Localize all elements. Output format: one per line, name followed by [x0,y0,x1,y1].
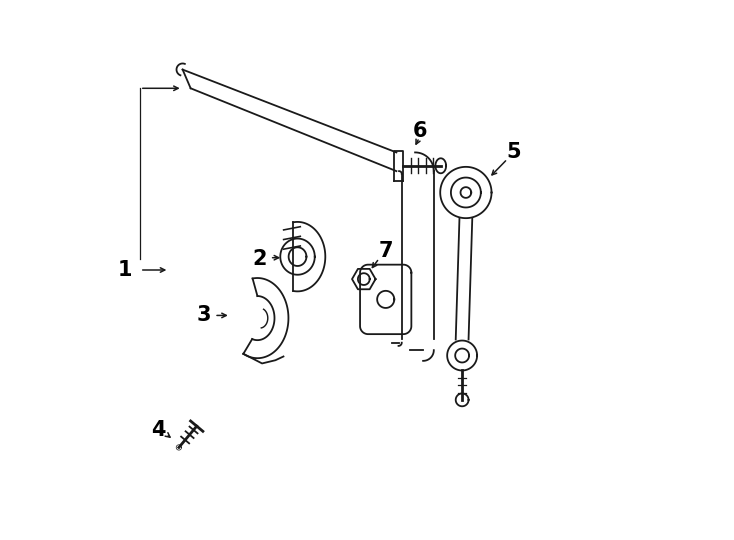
Text: 6: 6 [413,121,428,141]
Text: 4: 4 [151,420,166,440]
Text: 1: 1 [118,260,133,280]
Text: 5: 5 [506,143,521,163]
Text: 2: 2 [252,249,267,269]
Text: 3: 3 [197,306,211,326]
Text: 7: 7 [379,241,393,261]
